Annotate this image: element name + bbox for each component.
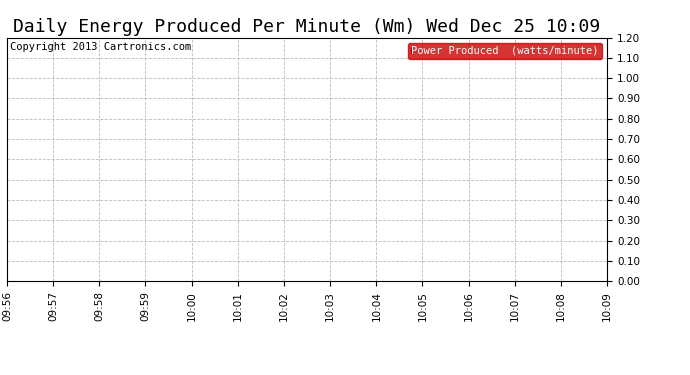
Text: Copyright 2013 Cartronics.com: Copyright 2013 Cartronics.com [10,42,191,52]
Title: Daily Energy Produced Per Minute (Wm) Wed Dec 25 10:09: Daily Energy Produced Per Minute (Wm) We… [13,18,601,36]
Legend: Power Produced  (watts/minute): Power Produced (watts/minute) [408,43,602,59]
